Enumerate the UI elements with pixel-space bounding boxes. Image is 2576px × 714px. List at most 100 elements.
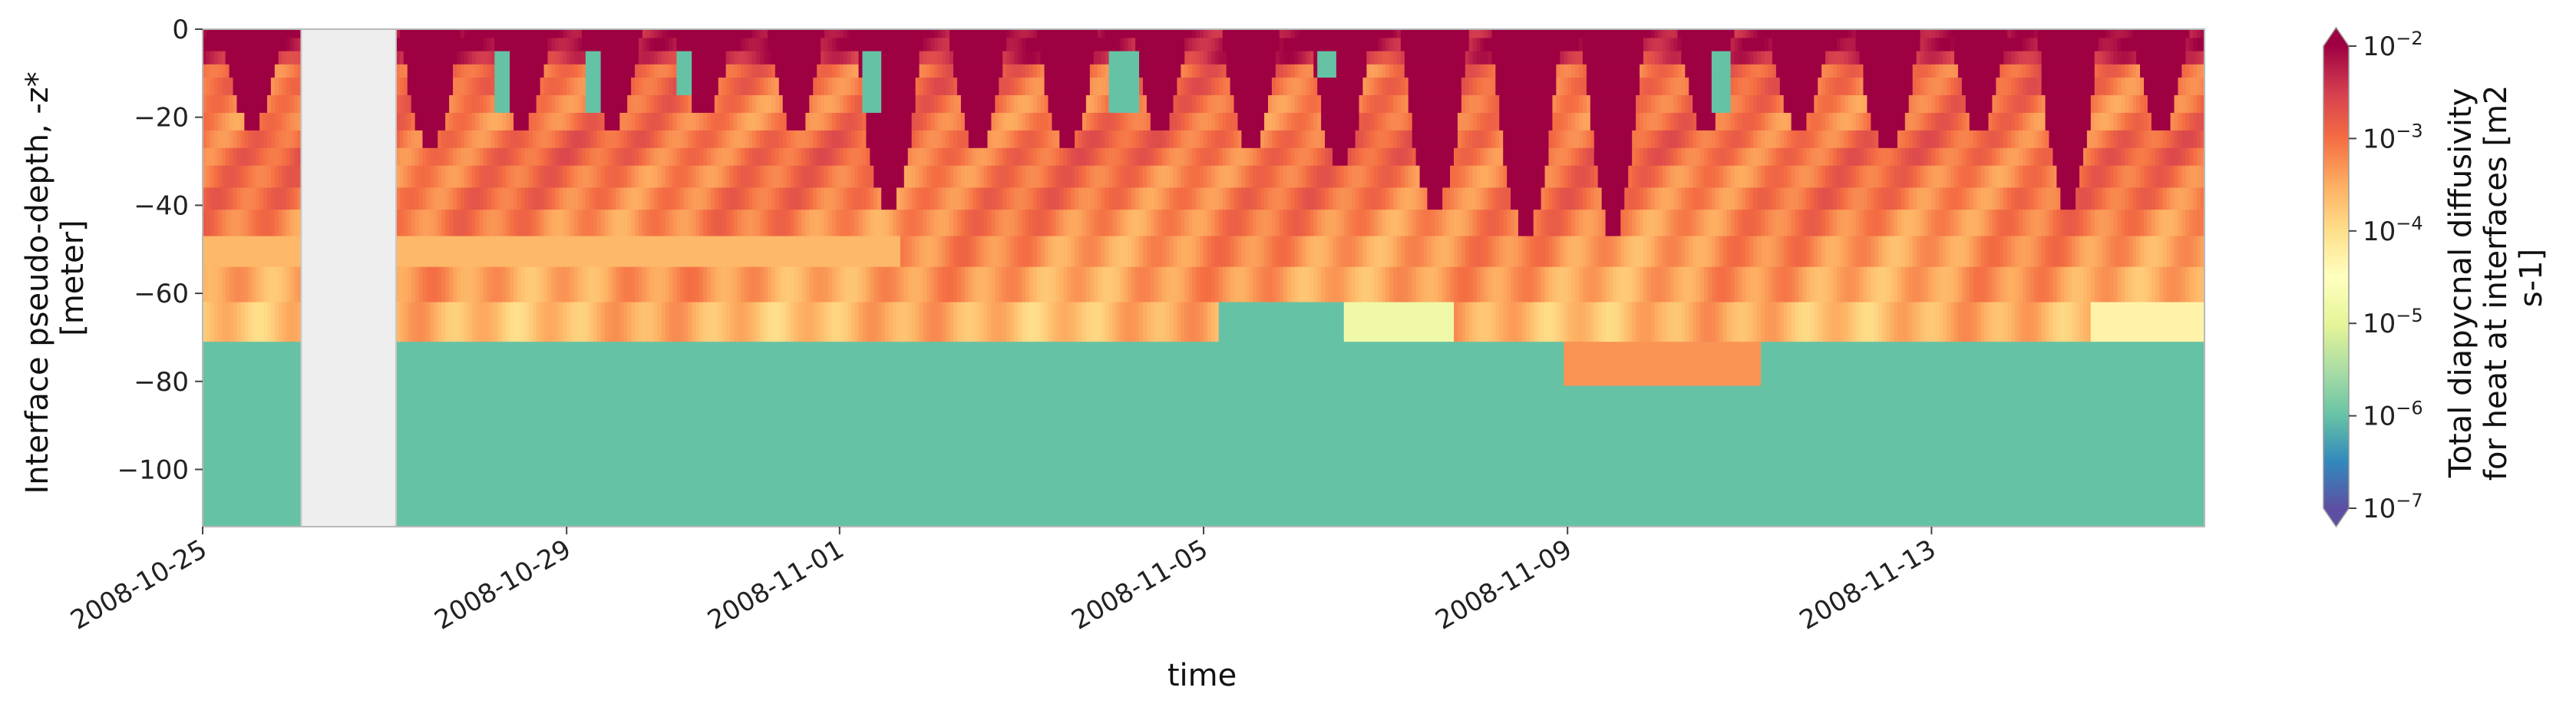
heatmap-cell <box>1992 147 1996 167</box>
heatmap-cell <box>923 165 928 189</box>
heatmap-cell <box>1488 64 1492 78</box>
heatmap-cell <box>1931 266 1936 303</box>
heatmap-cell <box>661 266 666 303</box>
heatmap-cell <box>1222 210 1227 237</box>
heatmap-cell <box>616 266 620 303</box>
heatmap-cell <box>2189 147 2194 167</box>
heatmap-cell <box>510 78 541 96</box>
heatmap-cell <box>240 147 245 167</box>
heatmap-cell <box>517 266 522 303</box>
heatmap-cell <box>403 78 408 96</box>
heatmap-cell <box>2026 147 2031 167</box>
heatmap-cell <box>1184 210 1189 237</box>
heatmap-cell <box>692 51 727 65</box>
heatmap-cell <box>926 130 931 149</box>
heatmap-cell <box>1089 236 1095 268</box>
heatmap-cell <box>2018 165 2023 189</box>
heatmap-cell <box>653 51 659 65</box>
heatmap-cell <box>1685 95 1689 114</box>
heatmap-cell <box>581 112 586 131</box>
heatmap-cell <box>543 266 549 303</box>
heatmap-cell <box>1935 29 1940 39</box>
heatmap-cell <box>2201 165 2204 189</box>
heatmap-cell <box>771 302 780 342</box>
heatmap-cell <box>1935 64 1940 78</box>
heatmap-cell <box>514 187 518 210</box>
heatmap-cell <box>805 302 810 342</box>
heatmap-cell <box>559 266 563 303</box>
heatmap-cell <box>2098 78 2103 96</box>
heatmap-cell <box>604 165 609 189</box>
heatmap-cell <box>566 78 571 96</box>
heatmap-cell <box>942 51 946 65</box>
heatmap-cell <box>646 187 651 210</box>
heatmap-cell <box>399 266 405 303</box>
heatmap-cell <box>1677 112 1682 131</box>
heatmap-cell <box>608 302 613 342</box>
heatmap-cell <box>1294 266 1300 303</box>
heatmap-cell <box>1044 266 1049 303</box>
heatmap-cell <box>1768 64 1773 78</box>
heatmap-cell <box>631 302 636 342</box>
heatmap-cell <box>1097 112 1102 131</box>
heatmap-cell <box>395 29 401 39</box>
heatmap-cell <box>274 165 279 189</box>
heatmap-cell <box>1442 210 1447 237</box>
heatmap-cell <box>1404 165 1409 189</box>
heatmap-cell <box>1025 78 1030 96</box>
heatmap-cell <box>1749 147 1754 167</box>
heatmap-cell <box>972 236 977 268</box>
heatmap-cell <box>1783 236 1788 268</box>
heatmap-cell <box>479 130 484 149</box>
heatmap-cell <box>263 266 268 303</box>
heatmap-cell <box>1374 187 1379 210</box>
heatmap-cell <box>1491 236 1496 268</box>
heatmap-cell <box>1336 236 1341 268</box>
heatmap-cell <box>555 165 560 189</box>
heatmap-cell <box>2041 236 2046 268</box>
heatmap-cell <box>1204 95 1208 114</box>
heatmap-cell <box>764 64 768 78</box>
heatmap-cell <box>1093 187 1098 210</box>
heatmap-cell <box>604 130 609 149</box>
heatmap-cell <box>236 147 241 167</box>
heatmap-cell <box>946 187 950 210</box>
heatmap-cell <box>839 266 844 303</box>
heatmap-cell <box>703 187 708 210</box>
heatmap-cell <box>862 187 867 210</box>
heatmap-cell <box>1290 236 1296 268</box>
heatmap-cell <box>987 266 992 303</box>
heatmap-cell <box>661 210 666 237</box>
heatmap-cell <box>274 78 279 96</box>
heatmap-cell <box>471 51 477 65</box>
heatmap-cell <box>1025 38 1117 52</box>
heatmap-cell <box>1730 236 1735 268</box>
heatmap-cell <box>248 266 253 303</box>
heatmap-cell <box>1210 112 1216 131</box>
heatmap-cell <box>1711 64 1732 78</box>
heatmap-cell <box>1472 210 1478 237</box>
heatmap-cell <box>1593 130 1633 149</box>
heatmap-cell <box>1867 236 1871 268</box>
heatmap-cell <box>479 266 484 303</box>
heatmap-cell <box>1237 236 1242 268</box>
heatmap-cell <box>956 302 962 342</box>
heatmap-cell <box>1389 112 1394 131</box>
heatmap-cell <box>1218 210 1224 237</box>
heatmap-cell <box>1010 95 1015 114</box>
heatmap-cell <box>210 147 215 167</box>
heatmap-cell <box>206 165 211 189</box>
heatmap-cell <box>805 187 810 210</box>
heatmap-cell <box>1844 95 1849 114</box>
heatmap-cell <box>1374 210 1379 237</box>
heatmap-cell <box>1313 51 1318 65</box>
heatmap-cell <box>828 302 833 342</box>
heatmap-cell <box>1002 147 1007 167</box>
heatmap-cell <box>1476 130 1481 149</box>
heatmap-cell <box>1924 95 1929 114</box>
heatmap-cell <box>1412 147 1417 167</box>
heatmap-cell <box>2162 266 2168 303</box>
heatmap-cell <box>475 95 481 114</box>
heatmap-cell <box>2041 51 2095 65</box>
heatmap-cell <box>1400 130 1405 149</box>
